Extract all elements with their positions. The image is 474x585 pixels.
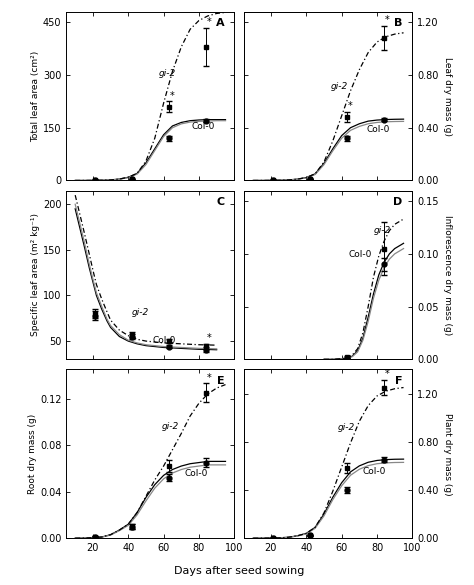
Y-axis label: Plant dry mass (g): Plant dry mass (g) [443, 412, 452, 495]
Text: Col-0: Col-0 [366, 125, 390, 135]
Text: F: F [395, 376, 402, 386]
Text: Col-0: Col-0 [185, 469, 208, 478]
Text: *: * [207, 373, 212, 383]
Text: *: * [385, 369, 390, 379]
Text: Days after seed sowing: Days after seed sowing [174, 566, 305, 576]
Text: Col-0: Col-0 [153, 336, 176, 345]
Y-axis label: Leaf dry mass (g): Leaf dry mass (g) [443, 57, 452, 136]
Text: gi-2: gi-2 [331, 82, 348, 91]
Text: C: C [216, 197, 224, 207]
Text: B: B [394, 19, 402, 29]
Text: Col-0: Col-0 [192, 122, 215, 131]
Text: gi-2: gi-2 [158, 70, 175, 78]
Text: A: A [216, 19, 224, 29]
Text: D: D [393, 197, 402, 207]
Text: *: * [207, 333, 212, 343]
Y-axis label: Root dry mass (g): Root dry mass (g) [28, 414, 37, 494]
Text: Col-0: Col-0 [363, 466, 386, 476]
Text: gi-2: gi-2 [338, 423, 356, 432]
Text: Col-0: Col-0 [349, 250, 372, 259]
Y-axis label: Specific leaf area (m² kg⁻¹): Specific leaf area (m² kg⁻¹) [31, 214, 40, 336]
Text: *: * [170, 91, 174, 101]
Text: *: * [348, 101, 353, 111]
Text: E: E [217, 376, 224, 386]
Text: gi-2: gi-2 [132, 308, 149, 318]
Y-axis label: Total leaf area (cm²): Total leaf area (cm²) [31, 50, 40, 142]
Y-axis label: Inflorescence dry mass (g): Inflorescence dry mass (g) [443, 215, 452, 335]
Text: gi-2: gi-2 [162, 422, 179, 431]
Text: gi-2: gi-2 [374, 226, 391, 235]
Text: *: * [207, 17, 212, 27]
Text: *: * [385, 15, 390, 25]
